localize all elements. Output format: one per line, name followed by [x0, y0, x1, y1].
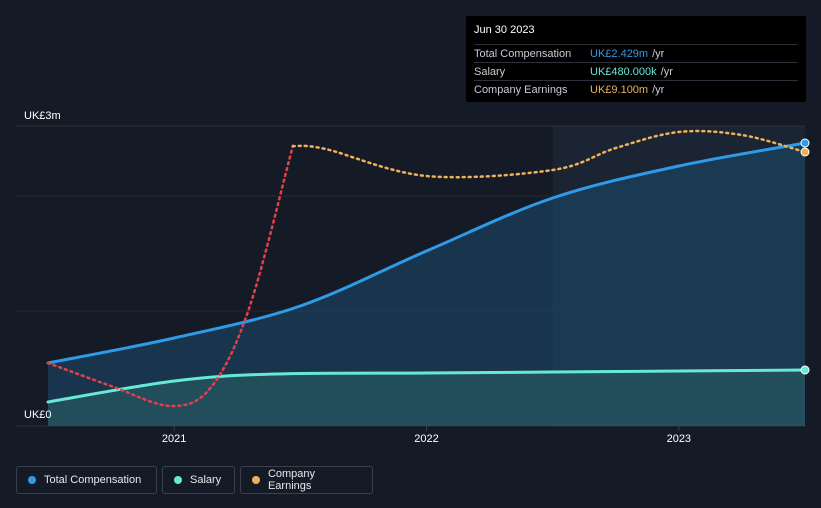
- tooltip-value: UK£480.000k: [590, 65, 657, 78]
- legend-dot-icon: [28, 476, 36, 484]
- legend-label: Total Compensation: [44, 474, 142, 486]
- legend-item-salary[interactable]: Salary: [162, 466, 235, 494]
- y-tick-label-min: UK£0: [24, 409, 52, 421]
- tooltip-label: Salary: [474, 65, 506, 78]
- x-tick-label: 2022: [414, 433, 438, 445]
- tooltip: Jun 30 2023 Total Compensation UK£2.429m…: [466, 16, 806, 102]
- legend-item-company-earnings[interactable]: Company Earnings: [240, 466, 373, 494]
- company-earnings-segment: [291, 129, 807, 179]
- total-compensation-line: [46, 141, 807, 365]
- tooltip-row-total: Total Compensation UK£2.429m /yr: [474, 44, 798, 62]
- company-earnings-negative-segment: [46, 144, 295, 408]
- tooltip-unit: /yr: [660, 65, 673, 78]
- x-tick-label: 2021: [162, 433, 186, 445]
- tooltip-label: Total Compensation: [474, 47, 572, 60]
- tooltip-row-earnings: Company Earnings UK£9.100m /yr: [474, 80, 798, 98]
- legend: Total Compensation Salary Company Earnin…: [16, 466, 373, 494]
- salary-endpoint: [800, 365, 810, 375]
- y-tick-label-max: UK£3m: [24, 110, 61, 122]
- legend-item-total-compensation[interactable]: Total Compensation: [16, 466, 157, 494]
- total-compensation-endpoint: [800, 138, 810, 148]
- tooltip-date: Jun 30 2023: [474, 24, 535, 36]
- company-earnings-endpoint: [800, 147, 810, 157]
- legend-label: Salary: [190, 474, 222, 486]
- tooltip-unit: /yr: [652, 47, 665, 60]
- legend-dot-icon: [174, 476, 182, 484]
- tooltip-unit: /yr: [652, 83, 665, 96]
- tooltip-value: UK£9.100m: [590, 83, 649, 96]
- tooltip-label: Company Earnings: [474, 83, 568, 96]
- x-tick-label: 2023: [667, 433, 691, 445]
- tooltip-value: UK£2.429m: [590, 47, 649, 60]
- salary-line: [46, 368, 807, 404]
- total-compensation-area: [48, 143, 805, 426]
- legend-label: Company Earnings: [267, 468, 316, 492]
- company-earnings-line: [46, 129, 807, 408]
- salary-area: [48, 370, 805, 426]
- legend-dot-icon: [252, 476, 260, 484]
- x-axis: 2021 2022 2023: [162, 426, 691, 445]
- tooltip-row-salary: Salary UK£480.000k /yr: [474, 62, 798, 80]
